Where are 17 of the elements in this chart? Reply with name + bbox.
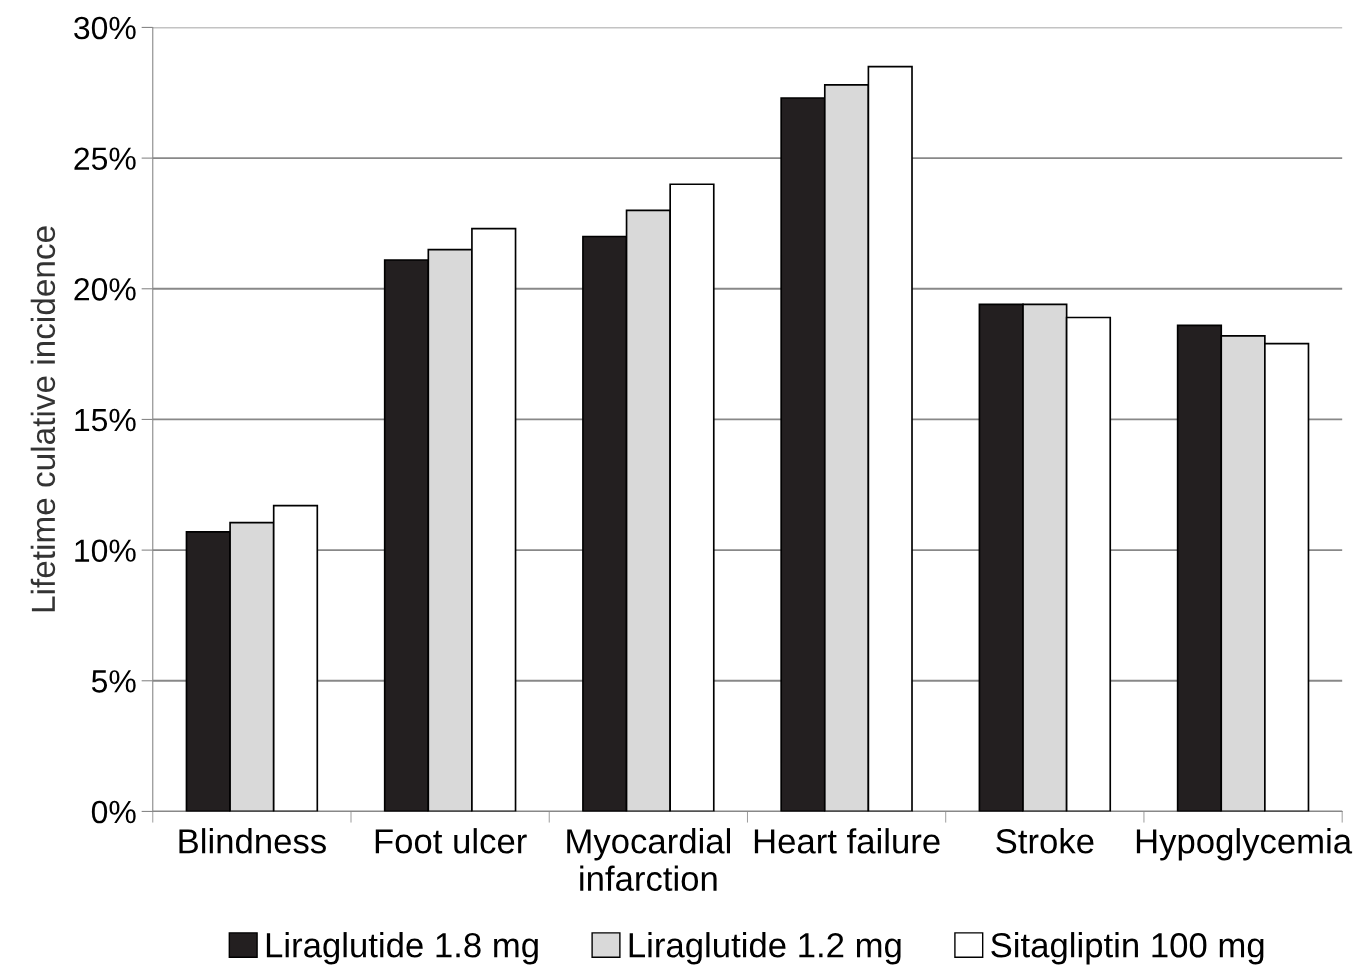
- y-tick-label: 5%: [91, 670, 136, 693]
- y-tick-label: 0%: [91, 800, 136, 824]
- y-axis-title: Lifetime culative incidence: [30, 226, 56, 612]
- x-tick-label: Hypoglycemia: [1136, 828, 1353, 861]
- x-tick-label: Myocardial infarction: [567, 828, 730, 892]
- legend-label: Liraglutide 1.8 mg: [266, 932, 538, 965]
- x-tick-label: Blindness: [179, 828, 326, 854]
- y-tick-label: 25%: [74, 147, 136, 170]
- legend-label: Liraglutide 1.2 mg: [629, 932, 901, 965]
- y-tick-label: 10%: [75, 539, 136, 562]
- y-tick-label: 15%: [75, 408, 136, 432]
- y-tick-label: 30%: [74, 16, 136, 40]
- x-tick-label: Foot ulcer: [375, 828, 527, 854]
- x-tick-label: Heart failure: [754, 828, 940, 854]
- legend-label: Sitagliptin 100 mg: [991, 932, 1264, 965]
- x-tick-label: Stroke: [996, 828, 1094, 854]
- y-tick-label: 20%: [74, 278, 136, 301]
